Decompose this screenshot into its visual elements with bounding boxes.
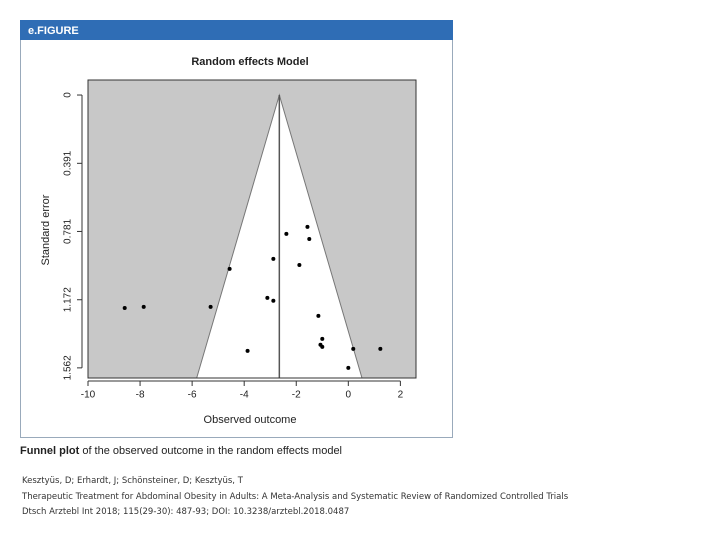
point — [227, 266, 232, 271]
y-axis-label: Standard error — [40, 194, 52, 265]
point — [297, 262, 302, 267]
point — [351, 346, 356, 351]
figure: e.FIGURE Random effects Model Observed o… — [20, 20, 453, 457]
chart-title: Random effects Model — [191, 56, 308, 68]
y-tick-label: 0.391 — [63, 150, 74, 175]
header-bar — [20, 20, 453, 40]
x-tick-label: 2 — [398, 390, 404, 401]
x-tick-label: -2 — [292, 390, 301, 401]
x-tick-label: 0 — [346, 390, 352, 401]
point — [320, 336, 325, 341]
point — [346, 365, 351, 370]
header: e.FIGURE — [28, 25, 79, 37]
point — [316, 313, 321, 318]
x-tick-label: -6 — [188, 390, 197, 401]
point — [305, 224, 310, 229]
plot: -10 -8 -6 -4 -2 0 2 0 0.391 0.781 1.172 1.562 — [63, 79, 417, 401]
y-tick-label: 1.562 — [63, 355, 74, 380]
citation-source: Dtsch Arztebl Int 2018; 115(29-30): 487-… — [22, 507, 350, 517]
point — [307, 236, 312, 241]
citation-title: Therapeutic Treatment for Abdominal Obes… — [22, 492, 569, 502]
citation-authors: Kesztyüs, D; Erhardt, J; Schönsteiner, D… — [22, 476, 243, 486]
y-tick-label: 1.172 — [63, 287, 74, 312]
x-tick-label: -10 — [81, 390, 96, 401]
point — [208, 304, 213, 309]
point — [245, 348, 250, 353]
point — [141, 304, 146, 309]
caption-bold: Funnel plot — [20, 445, 80, 457]
plot-frame — [87, 79, 417, 379]
x-tick-label: -4 — [240, 390, 249, 401]
x-tick-label: -8 — [136, 390, 145, 401]
point — [271, 298, 276, 303]
caption: Funnel plot of the observed outcome in t… — [20, 445, 342, 457]
point — [320, 344, 325, 349]
caption-rest: of the observed outcome in the random ef… — [82, 445, 342, 457]
point — [265, 295, 270, 300]
point — [271, 256, 276, 261]
point — [122, 305, 127, 310]
point — [378, 346, 383, 351]
x-axis-label: Observed outcome — [204, 414, 297, 426]
y-tick-label: 0.781 — [63, 218, 74, 243]
point — [284, 231, 289, 236]
y-tick-label: 0 — [63, 92, 74, 98]
